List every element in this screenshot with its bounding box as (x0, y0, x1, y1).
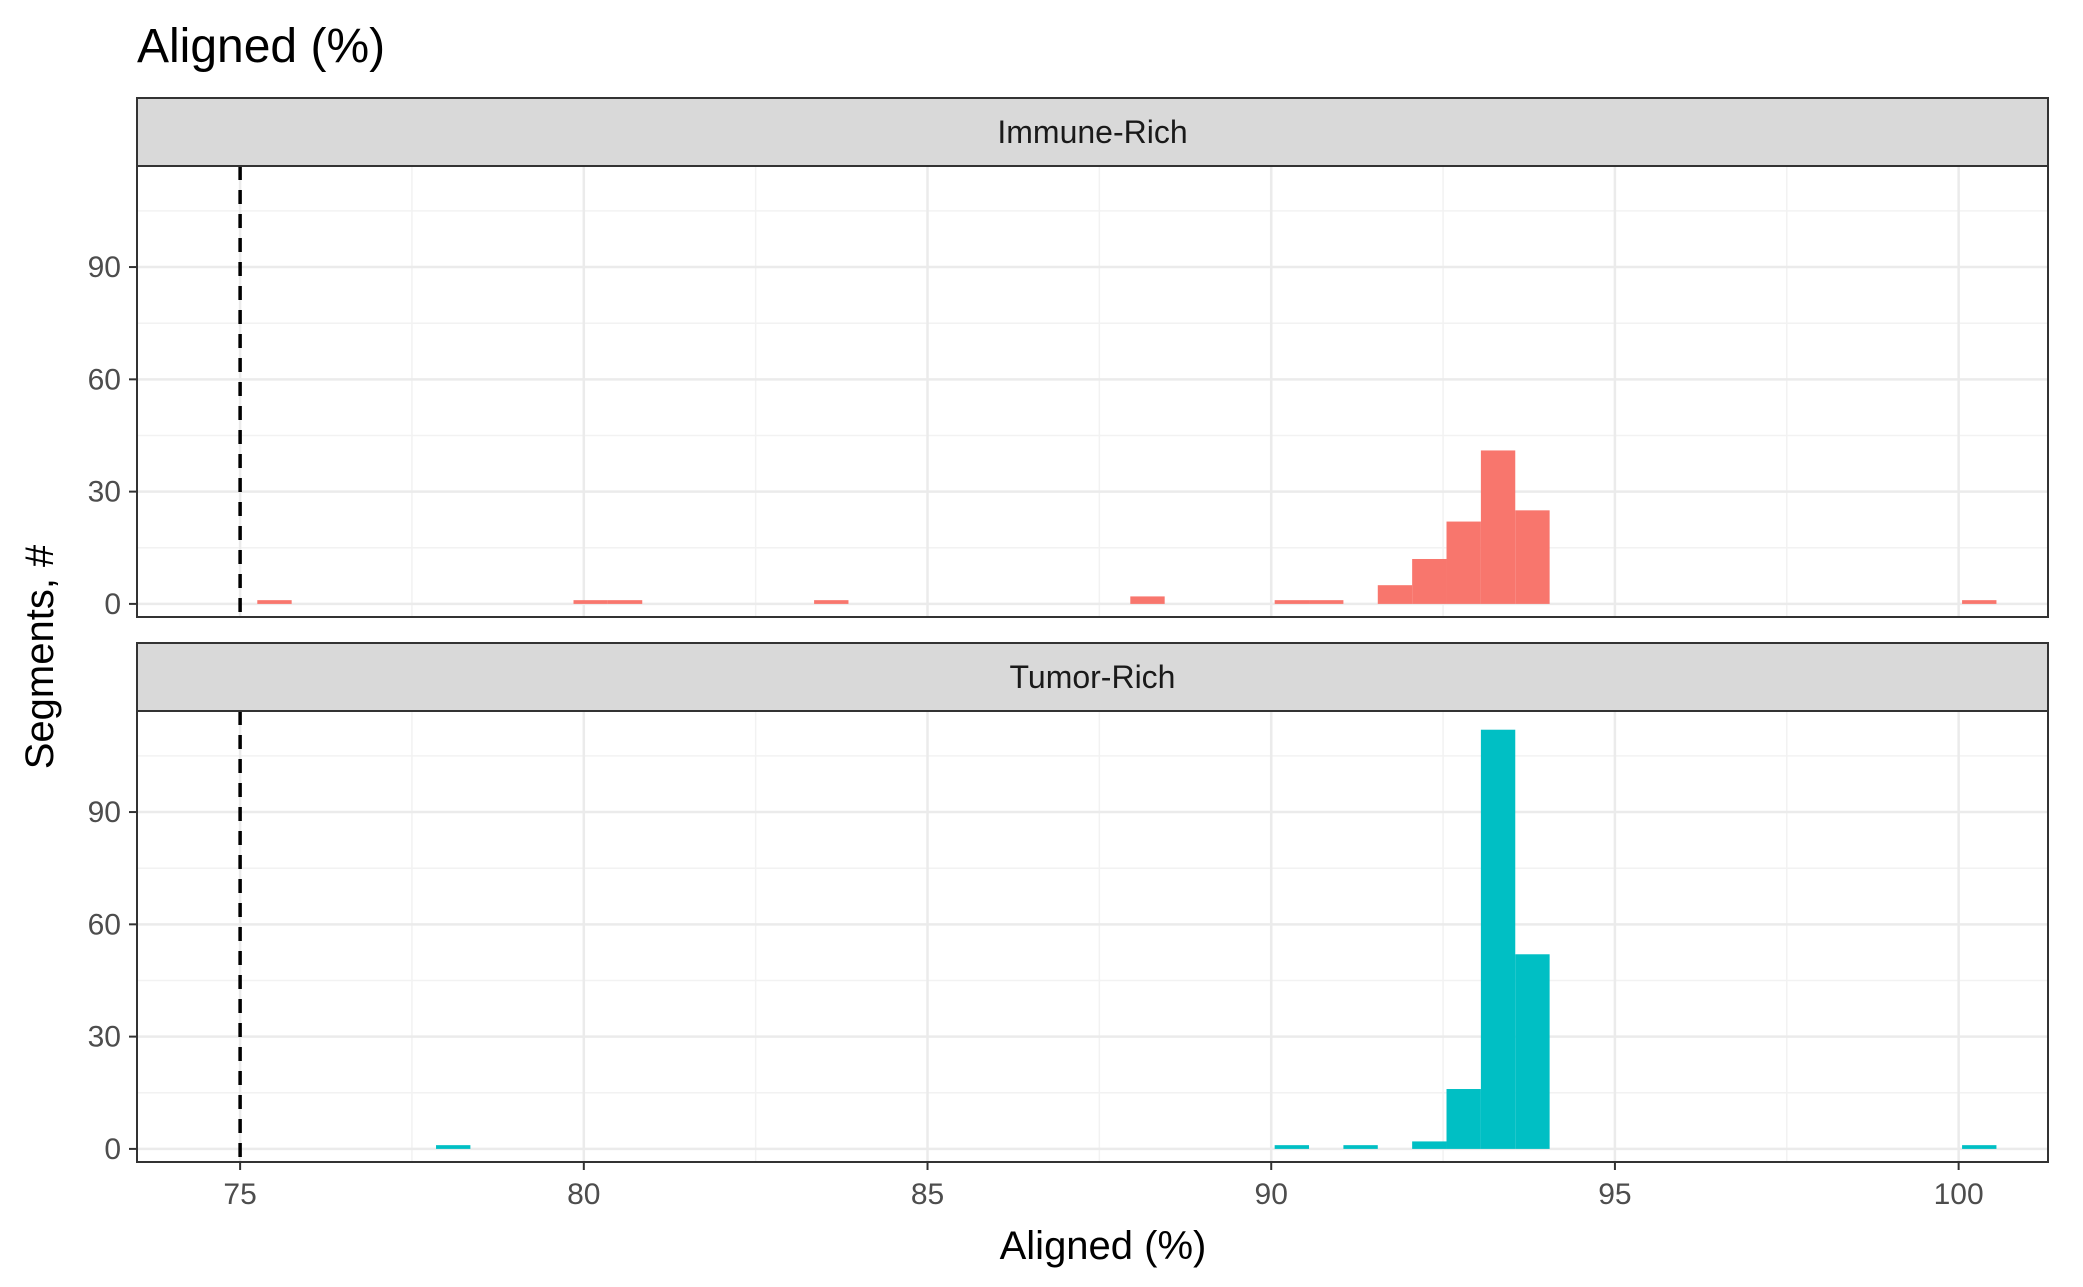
panel-background (137, 166, 2048, 617)
facet-panel: Tumor-Rich 0 30 60 90 (88, 642, 2049, 1166)
facet-panel: Immune-Rich 0 30 60 90 (88, 97, 2049, 621)
histogram-bar (814, 600, 849, 604)
x-axis: 75 80 85 90 95 100 (223, 1162, 1984, 1211)
histogram-bar (1412, 558, 1447, 604)
y-tick-label: 0 (104, 1133, 121, 1166)
panel-border (136, 165, 2049, 618)
x-tick-label: 100 (1934, 1178, 1984, 1211)
histogram-bar (1480, 450, 1516, 604)
y-tick-label: 0 (104, 588, 121, 621)
x-tick-label: 85 (911, 1178, 944, 1211)
histogram-bar (1962, 1145, 1997, 1149)
histogram-bar (1309, 600, 1344, 604)
panel-border (136, 710, 2049, 1163)
histogram-bar (1480, 729, 1516, 1149)
panel-background (137, 711, 2048, 1162)
y-tick-label: 90 (88, 796, 121, 829)
histogram-bar (1343, 1145, 1378, 1149)
histogram-bar (1515, 954, 1550, 1149)
x-tick-label: 95 (1598, 1178, 1631, 1211)
histogram-bar (1446, 1089, 1481, 1149)
y-tick-label: 30 (88, 476, 121, 509)
y-tick-label: 30 (88, 1021, 121, 1054)
y-axis-title: Segments, # (18, 544, 62, 769)
histogram-bar (607, 600, 643, 604)
strip-label: Immune-Rich (997, 114, 1187, 150)
histogram-bar (1446, 521, 1481, 604)
y-tick-label: 60 (88, 363, 121, 396)
histogram-bar (1274, 600, 1310, 604)
histogram-bar (1962, 600, 1997, 604)
strip-label: Tumor-Rich (1010, 659, 1176, 695)
strip-header (136, 97, 2049, 167)
histogram-bar (1130, 596, 1165, 604)
facet-panels: Immune-Rich 0 30 60 90 Tumor-Rich 0 30 60 90 (88, 97, 2049, 1166)
histogram-bar (436, 1145, 471, 1149)
histogram-bar (573, 600, 608, 604)
chart-title: Aligned (%) (137, 20, 385, 73)
histogram-bar (1515, 510, 1550, 604)
x-axis-title: Aligned (%) (1000, 1224, 1207, 1268)
histogram-bar (257, 600, 292, 604)
histogram-bar (1412, 1141, 1447, 1149)
y-tick-label: 60 (88, 908, 121, 941)
histogram-bar (1274, 1145, 1310, 1149)
x-tick-label: 80 (567, 1178, 600, 1211)
y-tick-label: 90 (88, 251, 121, 284)
x-tick-label: 75 (223, 1178, 256, 1211)
histogram-bar (1377, 585, 1413, 604)
x-tick-label: 90 (1255, 1178, 1288, 1211)
